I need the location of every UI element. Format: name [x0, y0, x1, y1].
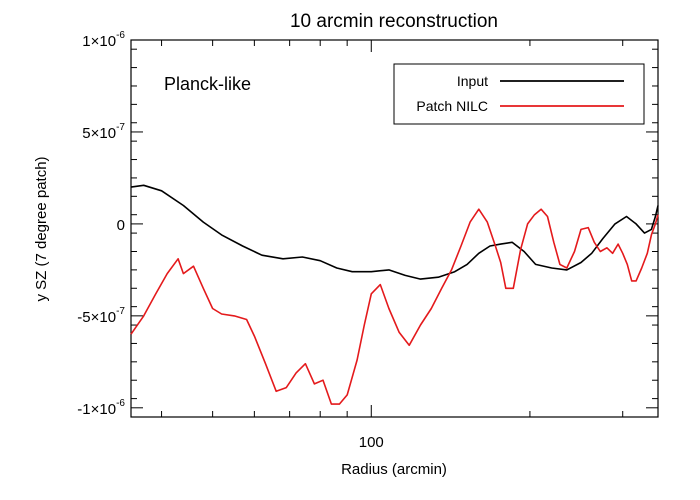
series-line-patch-nilc — [130, 208, 659, 405]
chart-title: 10 arcmin reconstruction — [290, 11, 498, 32]
x-tick-labels: 100 — [359, 434, 384, 451]
y-tick-label: -1×10-6 — [77, 398, 125, 418]
y-tick-label: 0 — [117, 217, 125, 234]
legend: Input Patch NILC — [393, 63, 645, 125]
x-tick-label: 100 — [359, 434, 384, 451]
plot-area-border — [130, 39, 659, 418]
series-line-input — [130, 184, 659, 280]
axis-ticks — [131, 39, 658, 418]
y-tick-label: -5×10-7 — [77, 306, 125, 326]
y-tick-label: 5×10-7 — [82, 122, 125, 142]
y-axis-label: y SZ (7 degree patch) — [33, 156, 50, 301]
series-lines — [130, 184, 659, 405]
legend-label-input: Input — [457, 73, 488, 89]
legend-label-patch-nilc: Patch NILC — [416, 98, 488, 114]
x-axis-label: Radius (arcmin) — [341, 461, 447, 478]
y-tick-labels: 1×10-6 5×10-7 0 -5×10-7 -1×10-6 — [77, 30, 125, 418]
plot-annotation: Planck-like — [164, 74, 251, 94]
y-tick-label: 1×10-6 — [82, 30, 125, 50]
plot-frame — [130, 39, 659, 418]
legend-box — [393, 63, 645, 125]
